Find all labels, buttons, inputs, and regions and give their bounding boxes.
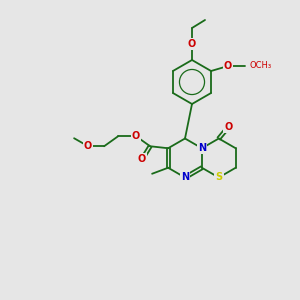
Text: N: N: [181, 172, 189, 182]
Text: O: O: [138, 154, 146, 164]
Text: N: N: [198, 143, 206, 153]
Text: O: O: [224, 61, 232, 71]
Text: O: O: [225, 122, 233, 131]
Text: O: O: [84, 141, 92, 151]
Text: O: O: [188, 39, 196, 49]
Text: OCH₃: OCH₃: [249, 61, 271, 70]
Text: O: O: [132, 131, 140, 141]
Text: S: S: [215, 172, 222, 182]
